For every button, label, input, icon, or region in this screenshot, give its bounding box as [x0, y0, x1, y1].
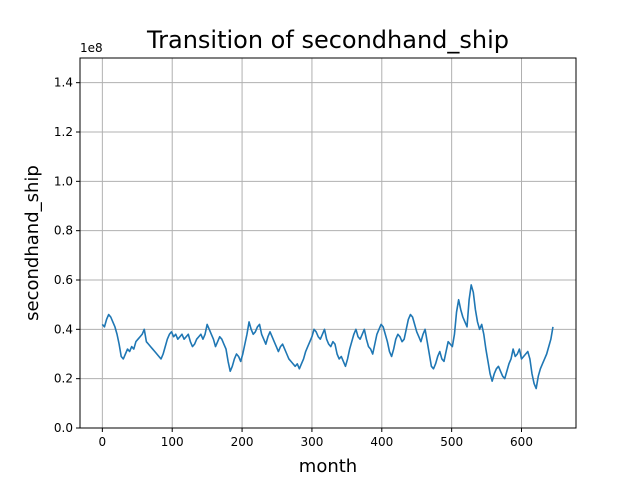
x-tick-label: 600	[510, 435, 533, 449]
series-line	[101, 284, 554, 390]
x-tick-label: 100	[161, 435, 184, 449]
x-tick-label: 400	[370, 435, 393, 449]
series-layer	[101, 284, 554, 390]
chart-title: Transition of secondhand_ship	[146, 26, 509, 54]
y-tick-label: 0.4	[54, 322, 73, 336]
x-tick-label: 300	[300, 435, 323, 449]
x-axis-label: month	[299, 456, 357, 477]
y-offset-label: 1e8	[80, 41, 103, 55]
y-tick-label: 0.6	[54, 273, 73, 287]
grid	[80, 58, 576, 429]
y-tick-label: 0.2	[54, 372, 73, 386]
y-tick-label: 1.4	[54, 76, 73, 90]
y-tick-label: 1.2	[54, 125, 73, 139]
y-axis-label: secondhand_ship	[22, 165, 43, 321]
x-tick-label: 0	[99, 435, 107, 449]
x-tick-label: 500	[440, 435, 463, 449]
plot-frame	[79, 57, 577, 429]
x-axis-ticks: 0 100 200 300 400 500 600	[99, 428, 533, 449]
y-axis-ticks: 0.0 0.2 0.4 0.6 0.8 1.0 1.2 1.4	[54, 76, 80, 435]
y-tick-label: 1.0	[54, 174, 73, 188]
y-tick-label: 0.8	[54, 224, 73, 238]
y-tick-label: 0.0	[54, 421, 73, 435]
x-tick-label: 200	[231, 435, 254, 449]
